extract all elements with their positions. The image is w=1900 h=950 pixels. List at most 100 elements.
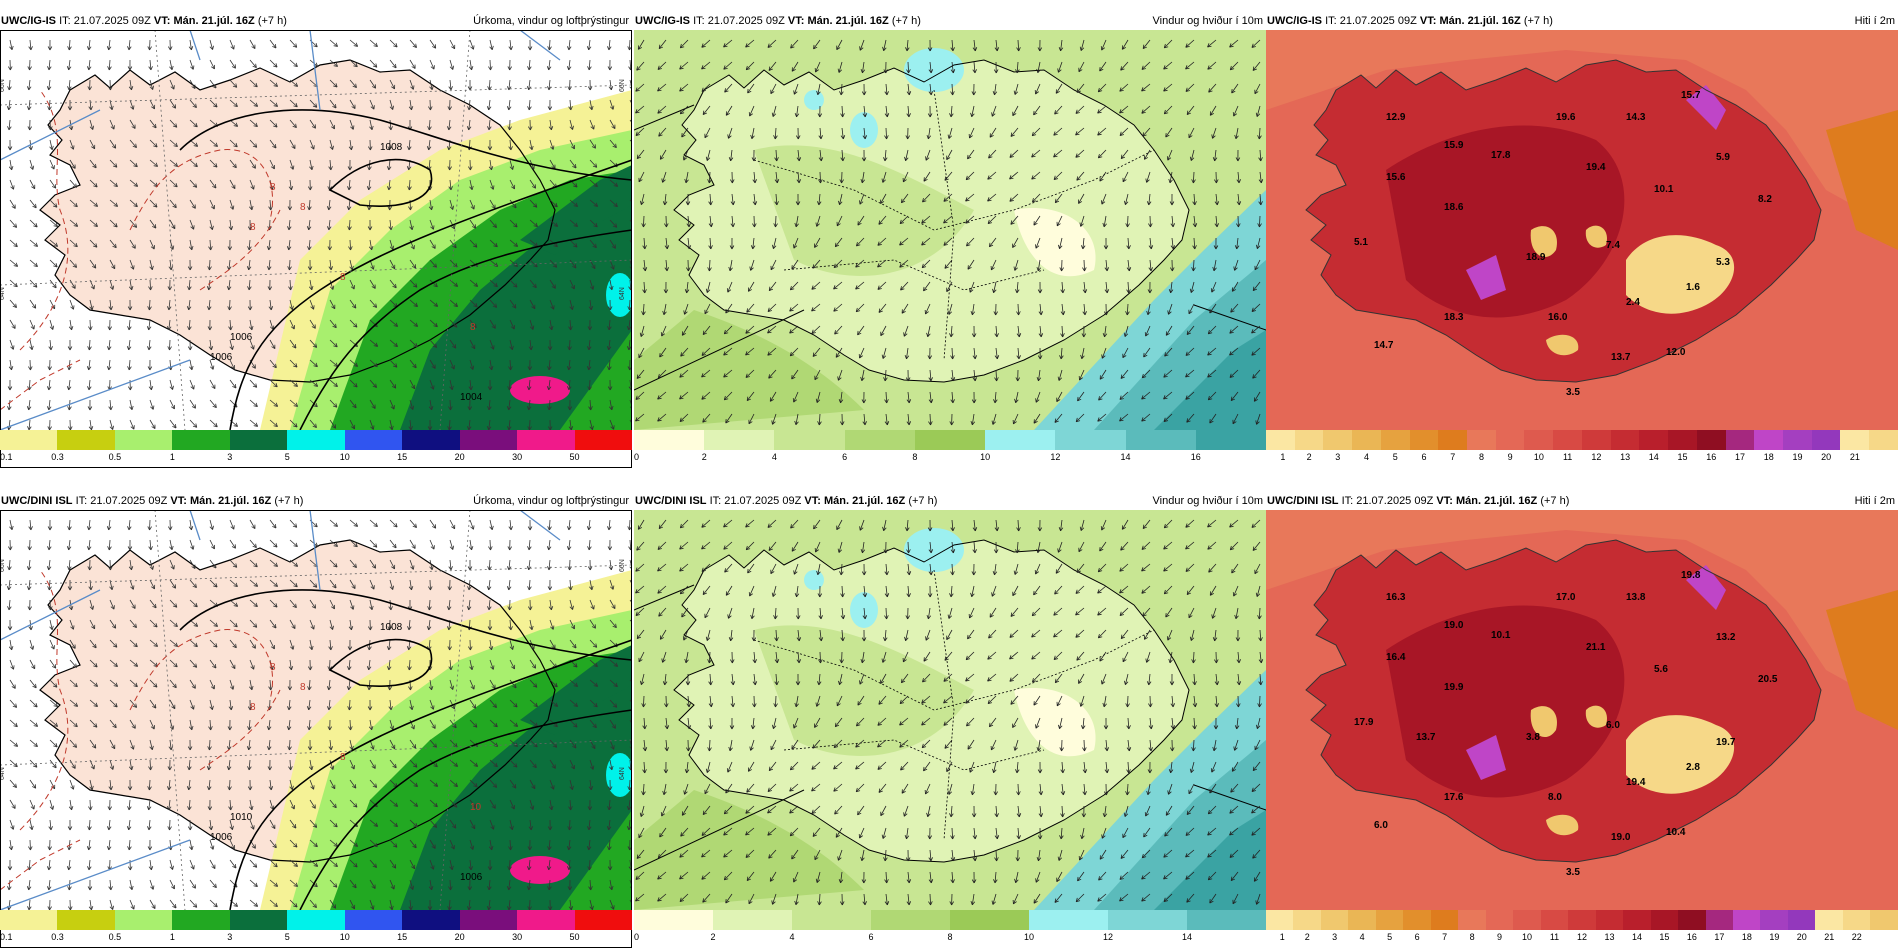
colorbar-swatch [1696,430,1726,450]
valid-label: VT: [170,495,187,507]
colorbar-tick-label: 19 [1792,452,1803,462]
colorbar-tick-label: 2 [1304,932,1310,942]
colorbar-swatch [1293,910,1321,930]
model-name: UWC/IG-IS [635,15,690,27]
colorbar-swatch [1485,910,1514,930]
colorbar-swatch [1195,430,1266,450]
temperature-value: 1.6 [1686,282,1700,293]
temperature-value: 14.7 [1374,340,1394,351]
panel-header: UWC/DINI ISL IT: 21.07.2025 09Z VT: Mán.… [1266,492,1898,510]
map-canvas: 1008 1004 1006 1006 8 8 8 8 8 66N 66N 64N 64N [0,30,632,430]
colorbar-swatch [1540,910,1569,930]
colorbar-swatch [1870,910,1898,930]
colorbar-swatch [229,910,288,930]
temperature-value: 13.2 [1716,632,1736,643]
colorbar-tick-label: 12 [1050,452,1061,462]
colorbar-swatch [1668,430,1697,450]
colorbar-legend: 0 2 4 6 8 10 12 14 [634,910,1266,946]
colorbar-legend: 0 2 4 6 8 10 12 14 16 [634,430,1266,466]
lead-time: (+7 h) [908,495,938,507]
panel-run-info: UWC/IG-IS IT: 21.07.2025 09Z VT: Mán. 21… [1,12,287,30]
temperature-value: 10.4 [1666,827,1686,838]
colorbar-swatch [1495,430,1525,450]
contour-label: 8 [300,682,306,693]
temperature-value: 2.8 [1686,762,1700,773]
map-view[interactable]: 16.3 16.4 17.9 6.0 17.6 19.0 19.9 10.1 17.0 21.1 1… [1266,510,1898,910]
temperature-value: 12.0 [1666,347,1686,358]
contour-label: 1006 [210,832,233,843]
valid-label: VT: [787,15,805,27]
temperature-value: 6.0 [1374,820,1388,831]
map-canvas: 1008 1006 1006 1010 8 8 8 8 10 66N 66N 64N 64N [0,510,632,910]
panel-run-info: UWC/IG-IS IT: 21.07.2025 09Z VT: Mán. 21… [1267,12,1553,30]
panel-title: Hiti í 2m [1854,15,1895,27]
lead-time: (+7 h) [274,495,304,507]
temperature-value: 15.6 [1386,172,1406,183]
precip-panel-dini: UWC/DINI ISL IT: 21.07.2025 09Z VT: Mán.… [0,492,632,950]
colorbar-swatch [517,430,575,450]
valid-label: VT: [804,495,821,507]
panel-title: Úrkoma, vindur og loftþrýstingur [473,15,629,27]
valid-time: Mán. 21.júl. 16Z [823,495,906,507]
model-name: UWC/IG-IS [1,15,56,27]
latitude-label: 66N [619,559,626,572]
map-view[interactable] [634,30,1266,430]
temperature-value: 16.3 [1386,592,1406,603]
colorbar-swatch [1725,430,1755,450]
colorbar-tick-label: 0.1 [0,452,13,462]
model-name: UWC/DINI ISL [1267,495,1339,507]
colorbar-swatch [1782,430,1812,450]
colorbar-tick-label: 16 [1686,932,1697,942]
map-view[interactable]: 12.9 15.6 5.1 14.7 18.3 15.9 18.6 17.8 19.6 19.4 1… [1266,30,1898,430]
map-view[interactable]: 1008 1004 1006 1006 8 8 8 8 8 66N 66N 64N 64N [0,30,632,430]
colorbar-swatch [634,910,713,930]
contour-label: 8 [340,272,346,283]
colorbar-tick-label: 3 [227,452,233,462]
temperature-value: 19.9 [1444,682,1464,693]
colorbar-swatch [287,910,345,930]
colorbar-tick-label: 14 [1648,452,1659,462]
colorbar-tick-label: 22 [1851,932,1862,942]
temperature-value: 3.5 [1566,387,1580,398]
latitude-label: 64N [0,767,6,780]
colorbar-tick-label: 4 [771,452,777,462]
colorbar-tick-label: 18 [1763,452,1774,462]
contour-label: 8 [270,182,276,193]
temperature-value: 21.1 [1586,642,1606,653]
colorbar-legend: 0.1 0.3 0.5 1 3 5 10 15 20 30 50 [0,910,632,946]
colorbar-tick-label: 50 [569,452,580,462]
temperature-value: 13.7 [1416,732,1436,743]
colorbar-tick-label: 5 [1392,452,1398,462]
colorbar-swatch [713,910,792,930]
panel-run-info: UWC/DINI ISL IT: 21.07.2025 09Z VT: Mán.… [635,492,937,510]
colorbar-swatch [344,430,403,450]
panel-run-info: UWC/DINI ISL IT: 21.07.2025 09Z VT: Mán.… [1267,492,1569,510]
temperature-value: 19.4 [1626,777,1646,788]
colorbar-tick-label: 6 [842,452,848,462]
colorbar-tick-label: 15 [1677,452,1688,462]
colorbar-swatch [0,910,58,930]
colorbar-swatch [574,430,632,450]
colorbar-swatch [1409,430,1439,450]
colorbar-swatch [1125,430,1196,450]
temperature-value: 15.9 [1444,140,1464,151]
init-label: IT: [693,15,705,27]
colorbar-tick-label: 9 [1507,452,1513,462]
colorbar-swatch [57,430,115,450]
init-time: 21.07.2025 09Z [1339,15,1417,27]
panel-title: Úrkoma, vindur og loftþrýstingur [473,495,629,507]
colorbar-swatch [1869,430,1898,450]
colorbar-tick-label: 20 [1796,932,1807,942]
colorbar-tick-label: 13 [1604,932,1615,942]
contour-label: 1008 [380,622,403,633]
colorbar-tick-label: 6 [868,932,874,942]
map-view[interactable] [634,510,1266,910]
valid-label: VT: [1436,495,1453,507]
colorbar-tick-label: 2 [710,932,716,942]
temperature-value: 8.0 [1548,792,1562,803]
init-time: 21.07.2025 09Z [73,15,151,27]
colorbar-swatch [1639,430,1669,450]
map-view[interactable]: 1008 1006 1006 1010 8 8 8 8 10 66N 66N 64N 64N [0,510,632,910]
temperature-value: 13.7 [1611,352,1631,363]
colorbar-tick-label: 6 [1414,932,1420,942]
